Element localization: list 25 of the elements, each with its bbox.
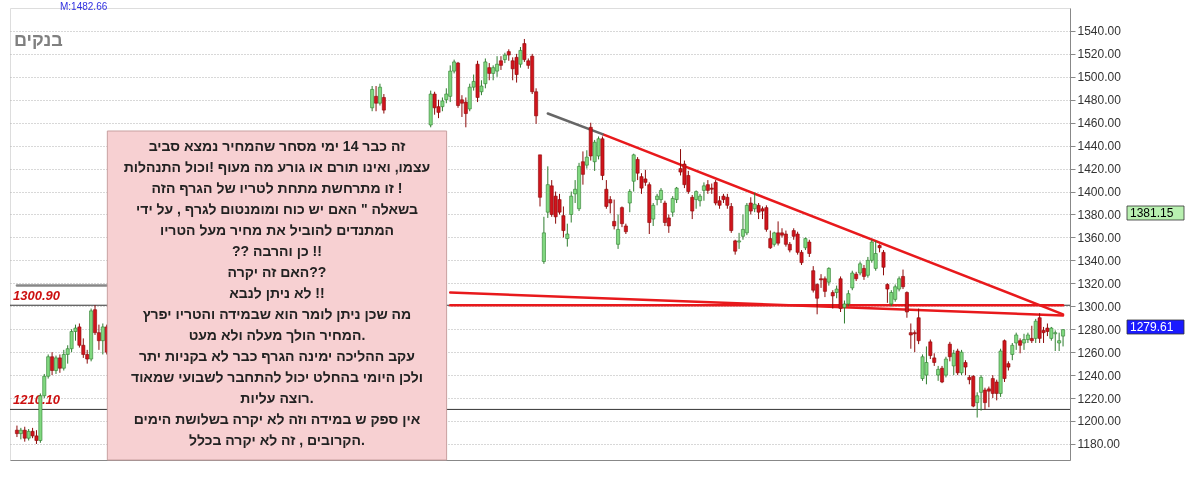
text: זה כבר 14 ימי מסחר שהמחיר נמצא סביב עצמו, ואינו תורם או גורע מה מעוף !וכול התנהלות זו מתרחשת מתחת לטריו של הגרף הזה ! בשאלה " האם יש כוח ומומנטום לגרף , על ידי המתנדים להוביל את מחיר מעל הטריו ?? כן והרבה !! האם זה יקרה?? לא ניתן לנבא !! מה שכן ניתן לומר הוא שבמידה והטריו יפרץ המחיר הולך מעלה ולא מעט. עקב ההליכה ימינה הגרף כבר לא בקניות יתר ולכן היומי בהחלט יכול להתחבר לשבועי שמאוד רוצה עליות. אין ספק ש במידה וזה לא יקרה בשלושת הימים הקרובים , זה לא יקרה בכלל.: [123, 138, 431, 448]
text: 1381.15: [1130, 206, 1174, 220]
annotation: M:1482.66: [60, 1, 108, 12]
y-tick-label: 1480.00: [1077, 93, 1122, 108]
y-tick-label: 1400.00: [1077, 185, 1122, 200]
y-tick-label: 1440.00: [1077, 139, 1122, 154]
ref-line-label: 1300.90: [13, 288, 61, 304]
y-tick-label: 1380.00: [1077, 208, 1122, 222]
y-tick-label: 1520.00: [1077, 47, 1122, 62]
y-tick-label: 1460.00: [1077, 116, 1122, 131]
y-tick-label: 1360.00: [1077, 230, 1122, 245]
y-tick-label: 1420.00: [1077, 162, 1122, 177]
y-tick-label: 1280.00: [1077, 322, 1122, 337]
y-tick-label: 1300.00: [1077, 299, 1122, 314]
y-tick-label: 1220.00: [1077, 391, 1122, 406]
y-tick-label: 1340.00: [1077, 253, 1122, 268]
y-tick-label: 1260.00: [1077, 345, 1122, 360]
text: בנקים: [14, 30, 63, 50]
y-tick-label: 1320.00: [1077, 276, 1122, 291]
y-tick-label: 1540.00: [1077, 24, 1122, 39]
y-tick-label: 1200.00: [1077, 414, 1122, 429]
y-tick-label: 1180.00: [1077, 437, 1121, 452]
y-tick-label: 1500.00: [1077, 70, 1122, 85]
text: 1279.61: [1130, 320, 1174, 334]
y-tick-label: 1240.00: [1077, 368, 1122, 383]
